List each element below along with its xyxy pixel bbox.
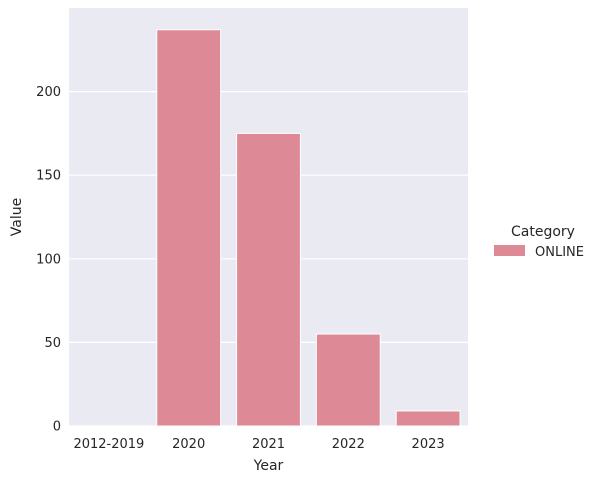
bar-2021 [236, 132, 301, 427]
legend-title: Category [511, 224, 575, 240]
bars [156, 29, 461, 427]
x-axis-ticks: 2012-2019 2020 2021 2022 2023 [73, 437, 444, 452]
legend-swatch [494, 245, 525, 256]
x-tick-label-2021: 2021 [252, 437, 285, 452]
bar-2022 [315, 333, 381, 427]
y-axis-ticks: 0 50 100 150 200 [36, 85, 61, 434]
y-tick-label-50: 50 [44, 336, 61, 351]
x-axis-label: Year [253, 458, 284, 474]
x-tick-label-2022: 2022 [332, 437, 365, 452]
y-axis-label: Value [9, 198, 25, 236]
x-tick-label-2023: 2023 [412, 437, 445, 452]
y-tick-label-200: 200 [36, 85, 61, 100]
x-tick-label-2020: 2020 [172, 437, 205, 452]
x-tick-label-2012-2019: 2012-2019 [73, 437, 144, 452]
legend: Category ONLINE [494, 224, 584, 260]
y-tick-label-150: 150 [36, 169, 61, 184]
bar-2023 [395, 410, 461, 427]
y-tick-label-100: 100 [36, 252, 61, 267]
legend-entry-online: ONLINE [535, 245, 584, 260]
bar-2020 [156, 29, 222, 427]
y-tick-label-0: 0 [53, 420, 61, 435]
